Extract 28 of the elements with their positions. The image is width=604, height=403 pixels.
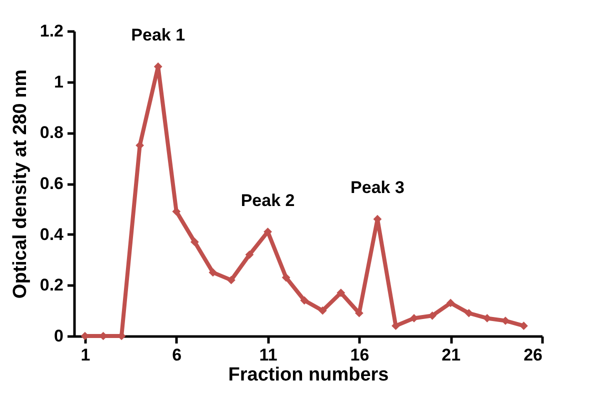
- point: [336, 288, 346, 297]
- point: [245, 250, 254, 259]
- x-tick-label: 21: [442, 346, 461, 364]
- point: [318, 306, 327, 315]
- annotation: Peak 1: [131, 26, 186, 45]
- x-tick-label: 11: [259, 346, 278, 364]
- x-tick-label: 16: [350, 346, 370, 364]
- x-tick-label: 1: [80, 346, 90, 364]
- y-tick-label: 1: [54, 72, 64, 92]
- point: [208, 268, 218, 277]
- point: [282, 273, 290, 282]
- point: [227, 276, 236, 284]
- annotation: Peak 2: [240, 190, 295, 210]
- y-tick-label: 0: [54, 326, 64, 346]
- point: [446, 298, 455, 308]
- annotation: Peak 3: [350, 178, 404, 198]
- x-tick-label: 26: [524, 346, 542, 364]
- y-tick-label: 0.2: [40, 276, 64, 295]
- x-axis-title: Fraction numbers: [228, 364, 389, 386]
- point: [300, 296, 309, 305]
- y-axis-title: Optical density at 280 nm: [10, 69, 31, 299]
- point: [190, 238, 199, 246]
- y-tick-label: 0.4: [40, 224, 64, 244]
- x-tick-label: 6: [172, 346, 182, 364]
- point: [520, 322, 528, 330]
- y-tick-label: 1.2: [40, 22, 64, 40]
- y-tick-label: 0.8: [40, 123, 64, 142]
- y-tick-label: 0.6: [40, 174, 64, 193]
